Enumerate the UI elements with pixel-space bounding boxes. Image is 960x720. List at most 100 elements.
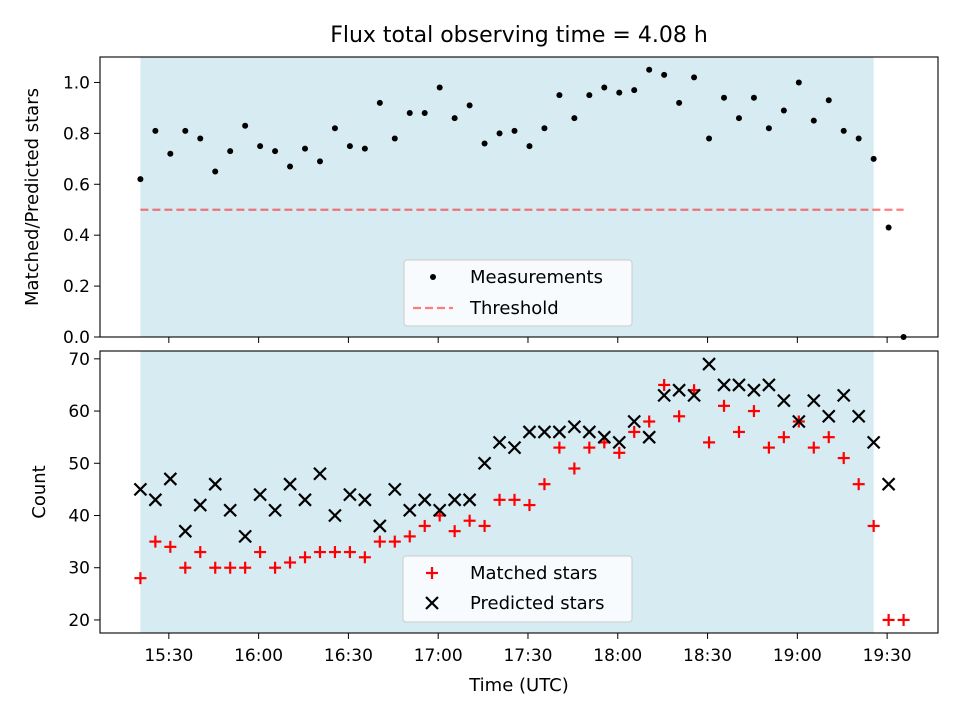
- measurement-point: [212, 168, 219, 175]
- measurement-point: [152, 127, 159, 134]
- matched-star-point: [807, 441, 820, 454]
- top-panel: 0.0 0.2 0.4 0.6 0.8 1.0 Matched/Predicted sta…: [22, 56, 939, 348]
- measurement-point: [436, 84, 443, 91]
- measurement-point: [481, 140, 488, 147]
- matched-star-point: [882, 613, 895, 626]
- matched-star-point: [628, 425, 641, 438]
- legend-marker-measurements: [430, 274, 436, 280]
- predicted-star-point: [402, 503, 417, 518]
- measurement-point: [346, 143, 353, 150]
- predicted-star-point: [522, 425, 537, 439]
- matched-star-point: [718, 399, 731, 412]
- legend-label-measurements: Measurements: [470, 267, 603, 288]
- matched-star-point: [194, 546, 207, 559]
- measurement-points: [137, 66, 907, 340]
- bottom-y-axis-label: Count: [29, 465, 50, 518]
- measurement-point: [810, 117, 817, 124]
- measurement-point: [526, 143, 533, 150]
- measurement-point: [197, 135, 204, 142]
- matched-star-point: [299, 551, 312, 564]
- matched-star-point: [673, 410, 686, 423]
- measurement-point: [361, 145, 368, 152]
- measurement-point: [391, 135, 398, 142]
- measurement-point: [586, 92, 593, 99]
- legend-marker-predicted: [425, 596, 439, 610]
- top-legend: Measurements Threshold: [403, 259, 633, 327]
- matched-star-point: [239, 561, 252, 574]
- matched-star-point: [523, 499, 536, 512]
- measurement-point: [421, 110, 428, 116]
- measurement-point: [691, 74, 698, 81]
- predicted-star-point: [717, 378, 731, 392]
- predicted-star-point: [821, 409, 836, 424]
- measurement-point: [331, 125, 338, 132]
- predicted-star-point: [447, 493, 462, 507]
- matched-star-point: [583, 441, 596, 454]
- y-tick-label: 1.0: [63, 73, 90, 93]
- predicted-star-point: [642, 430, 656, 444]
- predicted-star-point: [537, 425, 552, 439]
- measurement-point: [451, 115, 458, 122]
- predicted-star-point: [836, 388, 851, 403]
- matched-star-point: [448, 525, 461, 538]
- measurement-point: [571, 115, 578, 122]
- predicted-star-point: [193, 498, 208, 512]
- predicted-star-point: [238, 529, 252, 544]
- legend-label-predicted: Predicted stars: [470, 593, 604, 614]
- matched-star-point: [568, 462, 581, 475]
- legend-label-threshold: Threshold: [469, 298, 559, 319]
- predicted-star-point: [268, 503, 282, 518]
- y-tick-label: 0.6: [63, 175, 90, 195]
- predicted-star-point: [492, 435, 507, 450]
- matched-star-point: [703, 436, 716, 449]
- measurement-point: [601, 84, 608, 91]
- matched-star-point: [553, 441, 566, 454]
- predicted-star-point: [477, 456, 492, 471]
- matched-star-point: [269, 561, 282, 574]
- count-points: [133, 357, 910, 626]
- chart-title: Flux total observing time = 4.08 h: [330, 23, 708, 48]
- measurement-point: [676, 99, 683, 106]
- predicted-star-point: [343, 487, 357, 502]
- predicted-star-point: [313, 466, 327, 481]
- x-tick-label: 17:30: [503, 646, 552, 666]
- x-tick-label: 17:00: [414, 646, 463, 666]
- measurement-point: [631, 87, 638, 94]
- legend-label-matched: Matched stars: [470, 563, 597, 584]
- predicted-star-point: [208, 477, 223, 491]
- matched-star-point: [538, 478, 551, 491]
- x-tick-label: 18:00: [593, 646, 642, 666]
- predicted-star-point: [358, 493, 372, 507]
- predicted-star-point: [373, 519, 387, 533]
- matched-star-point: [643, 415, 656, 428]
- matched-star-point: [358, 551, 371, 564]
- measurement-point: [870, 155, 877, 162]
- x-tick-label: 18:30: [683, 646, 732, 666]
- measurement-point: [795, 79, 802, 86]
- matched-star-point: [493, 493, 506, 506]
- measurement-point: [541, 125, 548, 132]
- matched-star-point: [897, 613, 910, 626]
- predicted-star-point: [133, 482, 148, 497]
- predicted-star-point: [881, 477, 896, 491]
- top-plot-frame: [99, 56, 939, 338]
- measurement-point: [825, 97, 832, 104]
- matched-star-point: [852, 478, 865, 491]
- predicted-star-point: [687, 388, 701, 403]
- matched-star-point: [209, 561, 222, 574]
- top-y-axis: 0.0 0.2 0.4 0.6 0.8 1.0: [63, 73, 100, 348]
- measurement-point: [556, 92, 563, 99]
- matched-star-point: [508, 493, 521, 506]
- matched-star-point: [284, 556, 297, 569]
- measurement-point: [182, 127, 189, 134]
- predicted-star-point: [762, 378, 776, 392]
- measurement-point: [765, 125, 772, 132]
- predicted-star-point: [148, 493, 163, 507]
- measurement-point: [840, 127, 847, 134]
- predicted-star-point: [253, 487, 267, 502]
- matched-star-point: [254, 546, 267, 559]
- x-tick-label: 16:00: [234, 646, 283, 666]
- measurement-point: [376, 99, 383, 106]
- matched-star-point: [418, 519, 431, 532]
- predicted-star-point: [747, 383, 761, 397]
